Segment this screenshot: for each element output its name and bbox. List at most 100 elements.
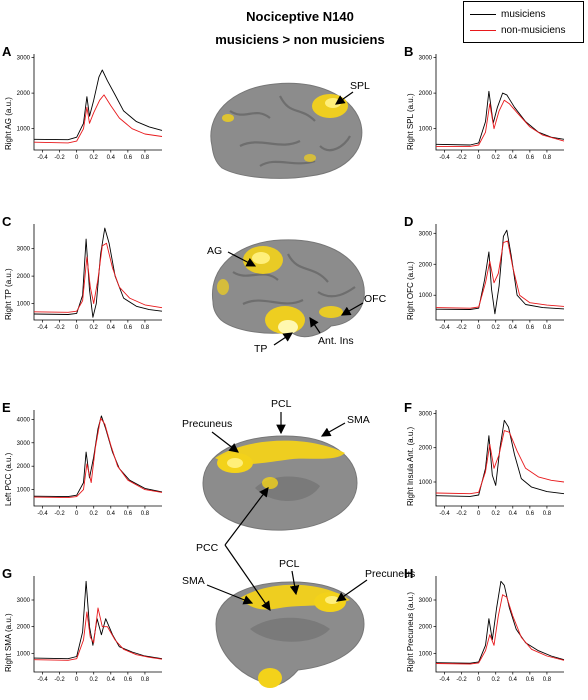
x-tick-label: -0.2 (54, 677, 65, 683)
legend-swatch-non-musiciens (470, 29, 496, 31)
x-tick-label: -0.2 (456, 511, 467, 517)
brain-image-medial-2 (215, 581, 365, 688)
x-tick-label: 0.8 (141, 155, 150, 161)
x-tick-label: -0.2 (456, 155, 467, 161)
legend-label-non-musiciens: non-musiciens (501, 24, 566, 36)
y-tick-label: 2000 (17, 464, 31, 470)
x-tick-label: 0.4 (107, 677, 116, 683)
line-chart: -0.4 -0.2 0 0.2 0.4 0.6 0.8 1000 2000 3000 (419, 54, 565, 161)
axes (435, 224, 564, 321)
panel-letter: B (404, 44, 414, 59)
y-tick-label: 1000 (17, 488, 31, 494)
y-tick-label: 2000 (419, 625, 433, 631)
series-line-non-musiciens (435, 430, 565, 495)
figure-title: Nociceptive N140 (246, 9, 354, 24)
legend-item-musiciens: musiciens (470, 7, 545, 21)
panel-a: A Right AG (a.u.) -0.4 -0.2 0 0.2 0.4 0.6 0.8 100… (0, 44, 170, 174)
x-tick-label: 0 (477, 325, 481, 331)
x-tick-label: 0.2 (90, 325, 99, 331)
y-tick-label: 3000 (17, 441, 31, 447)
x-tick-label: 0.2 (90, 155, 99, 161)
x-tick-label: 0.6 (124, 325, 133, 331)
axes (33, 224, 162, 321)
x-tick-label: 0 (75, 677, 79, 683)
x-tick-label: 0.8 (141, 325, 150, 331)
label-ag: AG (207, 245, 223, 257)
series-line-musiciens (435, 419, 565, 497)
x-tick-label: -0.4 (37, 677, 48, 683)
x-tick-label: 0.6 (124, 677, 133, 683)
panel-letter: A (2, 44, 12, 59)
y-tick-label: 3000 (17, 247, 31, 253)
x-tick-label: 0 (477, 677, 481, 683)
panel-letter: D (404, 214, 414, 229)
brain-image-medial-1 (202, 435, 358, 531)
y-tick-label: 2000 (17, 274, 31, 280)
x-tick-label: -0.4 (37, 325, 48, 331)
x-tick-label: 0.6 (526, 677, 535, 683)
panel-letter: H (404, 566, 414, 581)
axes (33, 576, 162, 673)
x-tick-label: -0.2 (54, 155, 65, 161)
panel-c: C Right TP (a.u.) -0.4 -0.2 0 0.2 0.4 0.6 0.8 100… (0, 214, 170, 344)
y-tick-label: 2000 (419, 262, 433, 268)
panel-letter: G (2, 566, 13, 581)
x-tick-label: 0.6 (526, 511, 535, 517)
panel-letter: F (404, 400, 412, 415)
x-tick-label: -0.2 (54, 511, 65, 517)
series-line-musiciens (435, 229, 565, 315)
line-chart: -0.4 -0.2 0 0.2 0.4 0.6 0.8 1000 2000 3000 (17, 576, 163, 683)
x-tick-label: 0.2 (492, 155, 501, 161)
x-tick-label: 0.4 (107, 511, 116, 517)
line-chart: -0.4 -0.2 0 0.2 0.4 0.6 0.8 1000 2000 3000 (419, 224, 565, 331)
y-tick-label: 1000 (17, 651, 31, 657)
x-tick-label: 0 (477, 511, 481, 517)
y-tick-label: 2000 (419, 446, 433, 452)
x-tick-label: 0.2 (492, 511, 501, 517)
brain-image-lateral-1 (210, 82, 363, 179)
label-pcl-bottom: PCL (279, 558, 300, 570)
label-spl: SPL (350, 80, 370, 92)
series-line-non-musiciens (33, 242, 163, 313)
x-tick-label: 0.8 (543, 155, 552, 161)
x-tick-label: 0.4 (107, 325, 116, 331)
label-sma-top: SMA (347, 414, 370, 426)
panel-d: D Right OFC (a.u.) -0.4 -0.2 0 0.2 0.4 0.6 0.8 10… (402, 214, 572, 344)
y-tick-label: 3000 (419, 231, 433, 237)
x-tick-label: -0.4 (37, 155, 48, 161)
x-tick-label: 0.6 (526, 155, 535, 161)
x-tick-label: -0.2 (456, 677, 467, 683)
x-tick-label: -0.4 (37, 511, 48, 517)
series-line-non-musiciens (33, 417, 163, 499)
series-line-non-musiciens (33, 94, 163, 144)
legend-swatch-musiciens (470, 13, 496, 15)
panel-f: F Right Insula Ant. (a.u.) -0.4 -0.2 0 0.2 0.4… (402, 400, 572, 530)
y-tick-label: 2000 (419, 91, 433, 97)
x-tick-label: 0.4 (509, 677, 518, 683)
x-tick-label: -0.2 (54, 325, 65, 331)
series-line-musiciens (33, 69, 163, 141)
series-line-non-musiciens (435, 240, 565, 309)
series-line-musiciens (435, 90, 565, 146)
line-chart: -0.4 -0.2 0 0.2 0.4 0.6 0.8 1000 2000 3000 (419, 576, 565, 683)
x-tick-label: 0.2 (90, 511, 99, 517)
y-tick-label: 2000 (17, 625, 31, 631)
series-line-musiciens (33, 580, 163, 660)
x-tick-label: 0.6 (124, 155, 133, 161)
label-pcl-top: PCL (271, 398, 292, 410)
panel-letter: E (2, 400, 11, 415)
x-tick-label: 0 (75, 155, 79, 161)
y-tick-label: 3000 (419, 411, 433, 417)
label-tp: TP (254, 343, 268, 355)
legend-label-musiciens: musiciens (501, 8, 546, 20)
panel-h: H Right Precuneus (a.u.) -0.4 -0.2 0 0.2 0.4 0.… (402, 566, 572, 696)
label-sma-bottom: SMA (182, 575, 205, 587)
series-line-non-musiciens (33, 607, 163, 661)
axes (33, 54, 162, 151)
axes (435, 410, 564, 507)
x-tick-label: 0 (75, 511, 79, 517)
x-tick-label: 0.4 (107, 155, 116, 161)
x-tick-label: -0.4 (439, 155, 450, 161)
series-line-non-musiciens (435, 594, 565, 665)
x-tick-label: 0.4 (509, 155, 518, 161)
